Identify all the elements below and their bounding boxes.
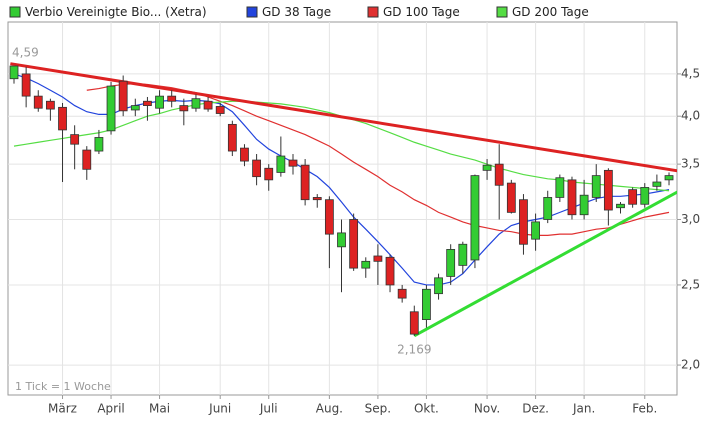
candle-body (591, 175, 601, 198)
x-tick-label: Nov. (474, 402, 500, 416)
candle-body (191, 98, 201, 109)
candle-body (94, 137, 104, 152)
candle-body (45, 100, 55, 110)
candle-body (361, 260, 371, 269)
legend-swatch (367, 6, 379, 18)
candle-body (628, 189, 638, 205)
candle-body (143, 100, 152, 106)
x-tick-label: Dez. (522, 402, 549, 416)
y-tick-label: 2,5 (681, 277, 700, 291)
candle-body (385, 256, 395, 286)
candle-body (579, 194, 589, 216)
candle-body (446, 249, 456, 277)
candle-body (118, 80, 128, 112)
candle-body (397, 288, 407, 299)
candle-body (349, 219, 359, 269)
candle-body (494, 163, 504, 186)
candle-body (227, 123, 237, 152)
candle-body (482, 164, 492, 171)
y-tick-label: 2,0 (681, 358, 700, 372)
low-label: 2,169 (397, 342, 431, 356)
candle-body (58, 106, 67, 131)
candle-body (324, 199, 334, 235)
y-tick-label: 3,5 (681, 157, 700, 171)
candle-body (543, 197, 553, 220)
candle-body (300, 164, 310, 201)
x-tick-label: Sep. (365, 402, 391, 416)
x-tick-label: Aug. (316, 402, 343, 416)
candle-body (531, 221, 540, 240)
candle-body (312, 197, 322, 201)
legend-label: GD 200 Tage (512, 5, 589, 19)
candle-body (70, 134, 80, 145)
x-tick-label: Feb. (632, 402, 657, 416)
candle-body (106, 85, 116, 132)
legend-swatch (9, 6, 21, 18)
y-tick-label: 4,0 (681, 109, 700, 123)
candle-body (409, 311, 419, 335)
candle-body (264, 167, 274, 181)
legend-swatch (246, 6, 258, 18)
candle-body (203, 100, 213, 110)
candle-body (470, 175, 480, 261)
x-tick-label: Juli (259, 402, 278, 416)
candle-body (179, 105, 189, 112)
candle-body (240, 147, 249, 162)
x-tick-label: Juni (208, 402, 231, 416)
legend-label: GD 100 Tage (383, 5, 460, 19)
candle-body (155, 95, 164, 109)
candle-body (640, 187, 650, 205)
candle-body (422, 288, 431, 320)
candle-body (21, 73, 31, 97)
candle-body (603, 169, 613, 211)
trend-line (413, 190, 677, 338)
candle-body (288, 159, 298, 167)
candle-body (506, 182, 516, 213)
candle-body (130, 105, 140, 111)
y-tick-label: 4,5 (681, 66, 700, 80)
candle-body (434, 277, 443, 295)
candle-body (167, 95, 177, 102)
candle-body (33, 95, 43, 109)
candle-body (82, 149, 92, 170)
x-tick-label: März (48, 402, 77, 416)
x-tick-label: Okt. (414, 402, 439, 416)
legend-label: GD 38 Tage (262, 5, 331, 19)
x-tick-label: Mai (149, 402, 170, 416)
candle-body (215, 106, 225, 114)
candle-body (276, 155, 286, 173)
high-label: 4,59 (12, 45, 39, 59)
x-tick-label: April (97, 402, 124, 416)
candle-body (555, 177, 565, 198)
legend-label: Verbio Vereinigte Bio... (Xetra) (25, 5, 207, 19)
candle-body (252, 159, 262, 178)
legend-swatch (496, 6, 508, 18)
candle-body (616, 203, 625, 209)
candle-body (9, 65, 19, 80)
note: 1 Tick = 1 Woche (15, 380, 111, 393)
candle-body (373, 255, 383, 262)
x-tick-label: Jan. (572, 402, 595, 416)
candle-body (458, 243, 468, 266)
candle-body (664, 175, 674, 181)
candle-body (519, 199, 528, 245)
candle-body (567, 179, 577, 216)
candle-body (652, 181, 662, 187)
y-tick-label: 3,0 (681, 212, 700, 226)
candle-body (337, 232, 346, 248)
